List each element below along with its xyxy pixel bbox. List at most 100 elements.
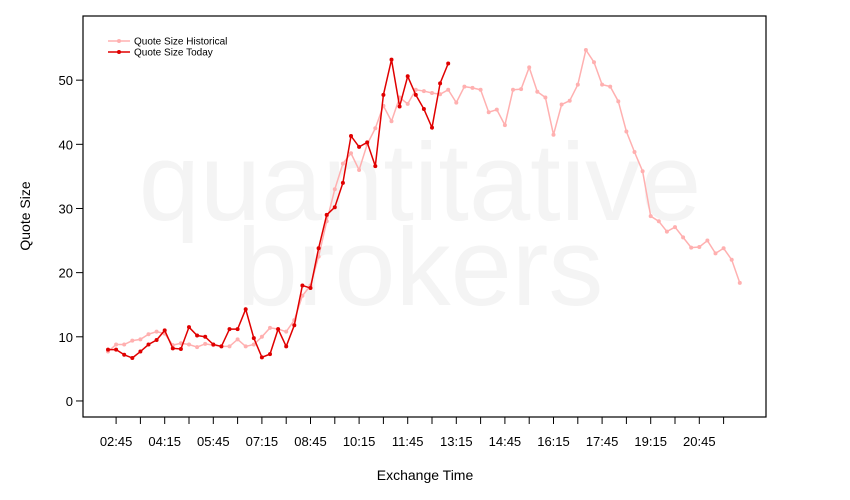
data-point xyxy=(146,332,151,337)
data-point xyxy=(251,336,256,341)
data-point xyxy=(195,333,200,338)
data-point xyxy=(227,327,232,332)
plot-frame xyxy=(82,15,767,418)
data-point xyxy=(632,150,637,155)
data-point xyxy=(122,342,127,347)
data-point xyxy=(235,337,240,342)
legend-label: Quote Size Today xyxy=(134,48,213,59)
data-point xyxy=(235,327,240,332)
x-tick-label: 20:45 xyxy=(683,434,716,449)
data-point xyxy=(656,219,661,224)
data-point xyxy=(259,334,264,339)
data-point xyxy=(373,164,378,169)
data-point xyxy=(527,65,532,70)
data-point xyxy=(648,214,653,219)
data-point xyxy=(470,85,475,90)
data-point xyxy=(203,334,208,339)
data-point xyxy=(154,329,159,334)
x-tick-label: 07:15 xyxy=(246,434,279,449)
legend-marker xyxy=(117,50,121,54)
data-point xyxy=(357,144,362,149)
data-point xyxy=(438,81,443,86)
data-point xyxy=(268,325,272,330)
data-point xyxy=(276,327,281,332)
data-point xyxy=(227,344,232,349)
data-point xyxy=(502,123,507,128)
data-point xyxy=(162,328,167,333)
data-point xyxy=(421,107,426,112)
data-point xyxy=(697,244,702,249)
y-tick-label: 20 xyxy=(59,266,73,281)
data-point xyxy=(106,347,110,352)
data-point xyxy=(373,126,378,131)
data-point xyxy=(332,187,337,192)
data-point xyxy=(478,87,483,92)
y-tick-label: 10 xyxy=(59,330,73,345)
data-point xyxy=(187,325,191,330)
data-point xyxy=(405,101,410,106)
data-point xyxy=(511,87,515,92)
data-point xyxy=(365,140,370,145)
data-point xyxy=(430,90,434,95)
data-point xyxy=(130,338,135,343)
data-point xyxy=(308,286,313,291)
data-point xyxy=(389,119,394,124)
data-point xyxy=(559,102,564,107)
x-tick-label: 08:45 xyxy=(294,434,327,449)
data-point xyxy=(664,229,669,234)
data-point xyxy=(154,338,159,343)
x-tick-label: 14:45 xyxy=(489,434,522,449)
data-point xyxy=(138,337,143,342)
data-point xyxy=(673,225,677,230)
y-tick-label: 50 xyxy=(59,73,73,88)
data-point xyxy=(349,133,353,138)
data-point xyxy=(284,329,289,334)
watermark: quantitative xyxy=(139,121,702,244)
data-point xyxy=(138,349,143,354)
data-point xyxy=(446,61,451,66)
data-point xyxy=(332,205,337,210)
data-point xyxy=(340,161,345,166)
data-point xyxy=(397,104,402,109)
data-point xyxy=(324,212,329,217)
data-point xyxy=(519,87,524,92)
data-point xyxy=(535,89,540,94)
y-tick-label: 40 xyxy=(59,137,73,152)
legend-label: Quote Size Historical xyxy=(134,37,227,48)
x-tick-label: 02:45 xyxy=(100,434,133,449)
data-point xyxy=(438,92,443,97)
data-point xyxy=(413,92,418,97)
data-point xyxy=(681,235,686,240)
data-point xyxy=(187,342,191,347)
x-tick-label: 04:15 xyxy=(148,434,181,449)
data-point xyxy=(284,344,289,349)
data-point xyxy=(486,110,491,115)
data-point xyxy=(592,60,596,65)
y-tick-label: 30 xyxy=(59,201,73,216)
data-point xyxy=(357,167,362,172)
data-point xyxy=(462,84,467,89)
data-point xyxy=(243,344,248,349)
data-point xyxy=(340,180,345,185)
y-tick-label: 0 xyxy=(66,394,73,409)
data-point xyxy=(292,323,297,328)
data-point xyxy=(316,246,321,251)
data-point xyxy=(543,95,548,100)
data-point xyxy=(114,347,119,352)
data-point xyxy=(251,342,256,347)
data-point xyxy=(122,352,127,357)
legend-marker xyxy=(117,39,121,43)
data-point xyxy=(689,245,694,250)
data-point xyxy=(640,169,645,174)
data-point xyxy=(114,342,119,347)
data-point xyxy=(195,345,200,350)
y-axis-label: Quote Size xyxy=(17,181,33,250)
data-point xyxy=(575,82,580,87)
data-point xyxy=(608,84,613,89)
data-point xyxy=(446,87,451,92)
data-point xyxy=(268,352,272,357)
x-tick-label: 10:15 xyxy=(343,434,376,449)
data-point xyxy=(300,293,305,298)
data-point xyxy=(300,283,305,288)
